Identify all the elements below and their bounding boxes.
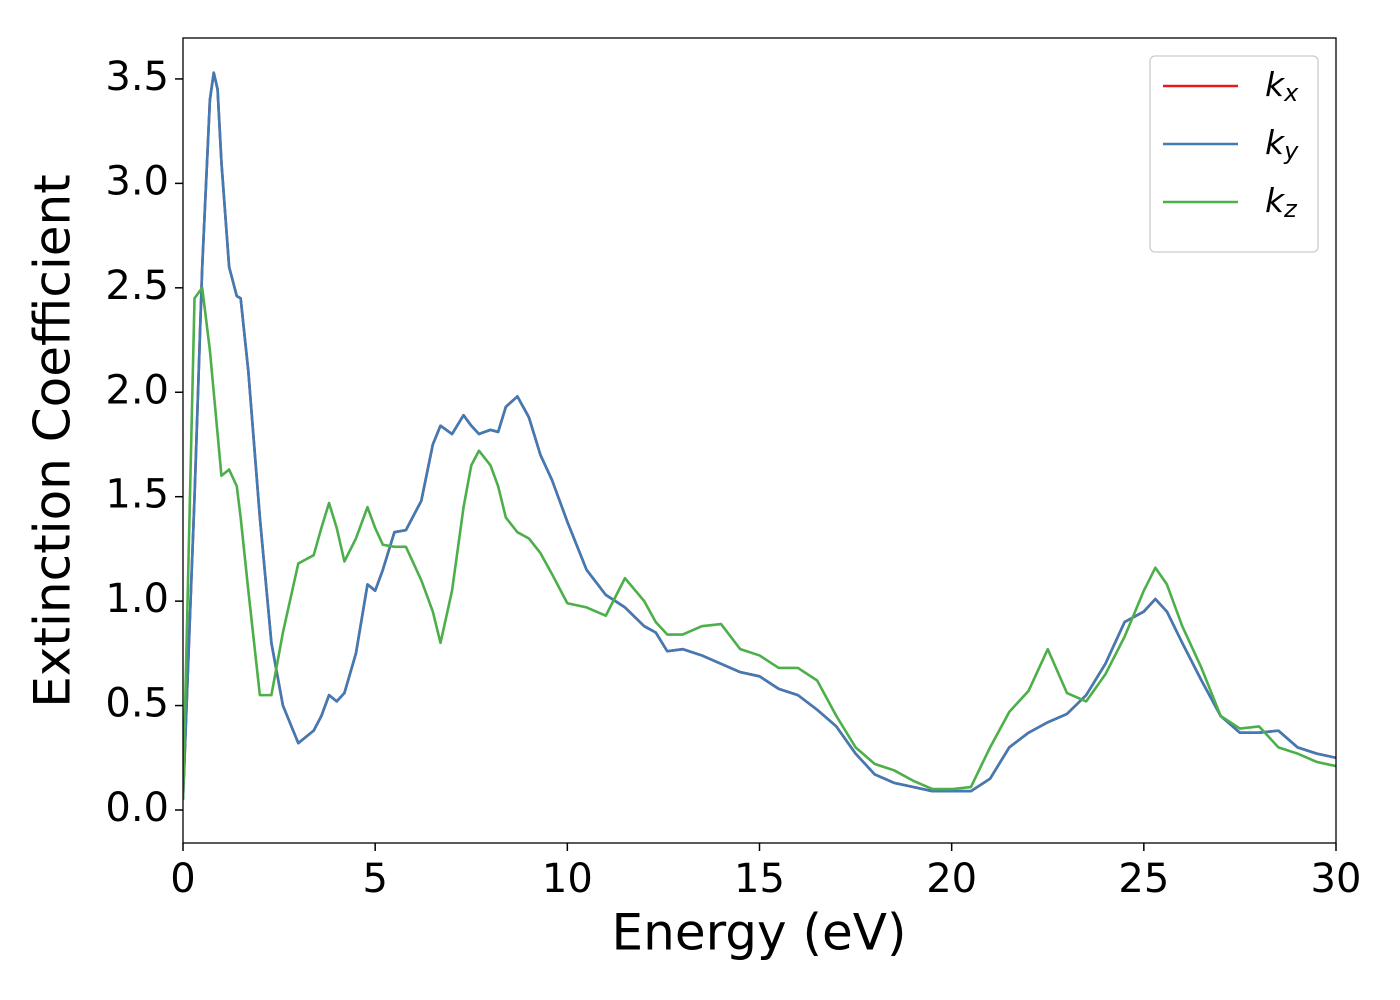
x-tick-label: 30 — [1311, 856, 1362, 902]
y-tick-label: 2.5 — [105, 263, 169, 309]
y-tick-label: 3.0 — [105, 158, 169, 204]
y-tick-label: 0.0 — [105, 785, 169, 831]
y-tick-label: 1.0 — [105, 576, 169, 622]
y-tick-label: 2.0 — [105, 367, 169, 413]
x-axis-label: Energy (eV) — [612, 904, 907, 962]
x-tick-label: 10 — [542, 856, 593, 902]
y-tick-label: 1.5 — [105, 472, 169, 518]
line-series — [183, 286, 1336, 800]
x-tick-label: 25 — [1118, 856, 1169, 902]
legend-label: kx — [1265, 65, 1299, 108]
legend-label: kz — [1265, 181, 1298, 224]
x-tick-label: 15 — [734, 856, 785, 902]
y-tick-label: 3.5 — [105, 54, 169, 100]
x-tick-label: 5 — [362, 856, 387, 902]
legend-label: ky — [1265, 123, 1299, 166]
x-tick-label: 0 — [170, 856, 195, 902]
y-axis-label: Extinction Coefficient — [24, 174, 82, 708]
plot-frame — [182, 37, 1337, 844]
line-series — [183, 71, 1336, 800]
y-tick-label: 0.5 — [105, 681, 169, 727]
x-tick-label: 20 — [926, 856, 977, 902]
